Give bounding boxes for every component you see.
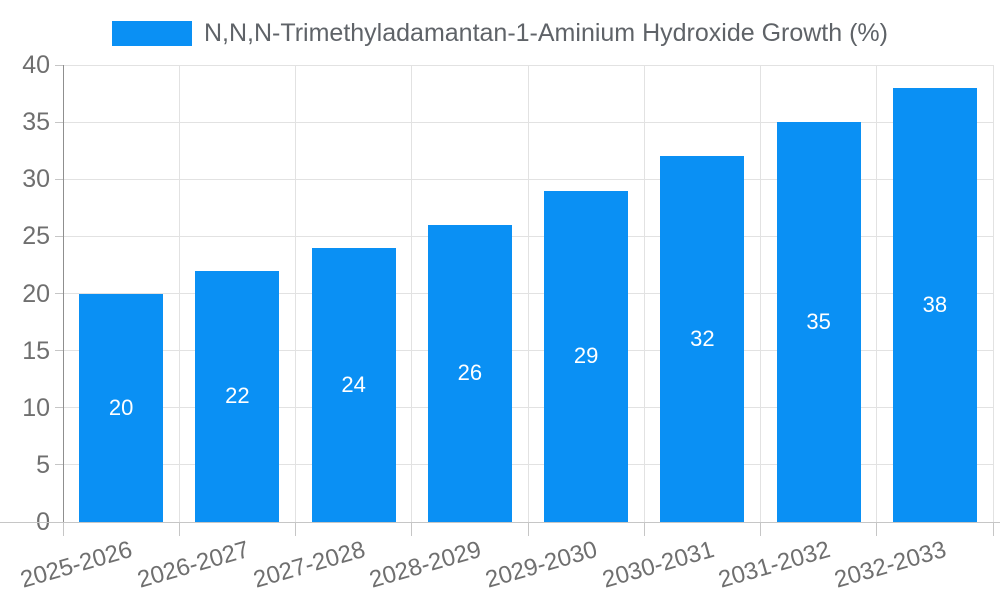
y-axis-tick-label: 10 bbox=[22, 393, 50, 422]
bar[interactable]: 38 bbox=[892, 87, 977, 522]
bar-value-label: 26 bbox=[457, 360, 483, 386]
x-axis-tick-label: 2028-2029 bbox=[366, 536, 485, 594]
x-axis-tick-label: 2029-2030 bbox=[482, 536, 601, 594]
v-gridline bbox=[760, 65, 761, 522]
y-axis-tick bbox=[55, 64, 63, 66]
x-axis-tick-label: 2027-2028 bbox=[250, 536, 369, 594]
bar-value-label: 29 bbox=[573, 343, 599, 369]
bar[interactable]: 20 bbox=[79, 293, 164, 522]
x-axis-tick bbox=[295, 522, 296, 536]
x-axis-tick bbox=[62, 522, 64, 536]
y-axis-tick bbox=[55, 293, 63, 294]
y-axis-tick-label: 15 bbox=[22, 336, 50, 365]
chart-legend: N,N,N-Trimethyladamantan-1-Aminium Hydro… bbox=[0, 14, 1000, 52]
bar-value-label: 20 bbox=[108, 394, 134, 420]
bar-value-label: 32 bbox=[690, 326, 715, 352]
x-axis-tick bbox=[411, 522, 413, 536]
y-axis-tick-label: 20 bbox=[22, 279, 50, 308]
x-axis-tick-label: 2030-2031 bbox=[599, 536, 717, 594]
x-axis-tick-label: 2031-2032 bbox=[715, 536, 834, 594]
y-axis-tick bbox=[55, 464, 63, 466]
bar[interactable]: 26 bbox=[427, 224, 512, 522]
bar[interactable]: 24 bbox=[311, 247, 396, 522]
y-axis-line bbox=[62, 65, 64, 522]
y-axis-tick bbox=[55, 235, 63, 237]
bar[interactable]: 22 bbox=[195, 270, 280, 522]
bar[interactable]: 32 bbox=[660, 156, 745, 522]
legend-swatch-icon bbox=[112, 20, 192, 46]
x-axis-tick bbox=[992, 522, 994, 536]
y-axis-tick bbox=[55, 407, 63, 409]
y-axis-tick bbox=[55, 178, 63, 180]
v-gridline bbox=[295, 65, 296, 522]
y-axis-tick-label: 0 bbox=[36, 508, 50, 536]
bar[interactable]: 35 bbox=[776, 122, 861, 522]
v-gridline bbox=[178, 65, 180, 522]
y-axis-tick-label: 35 bbox=[22, 108, 50, 137]
x-axis-tick bbox=[527, 522, 529, 536]
bar-value-label: 38 bbox=[922, 291, 948, 317]
v-gridline bbox=[643, 65, 645, 522]
bar-value-label: 24 bbox=[341, 371, 366, 397]
y-axis-tick-label: 40 bbox=[22, 51, 50, 79]
x-axis-line bbox=[0, 521, 1000, 523]
x-axis-tick-label: 2025-2026 bbox=[17, 536, 136, 594]
x-axis-tick bbox=[643, 522, 645, 536]
v-gridline bbox=[992, 65, 994, 522]
v-gridline bbox=[527, 65, 529, 522]
x-axis-tick bbox=[876, 522, 878, 536]
x-axis-tick-label: 2026-2027 bbox=[134, 536, 252, 594]
bar-value-label: 22 bbox=[225, 383, 250, 409]
y-axis-tick bbox=[55, 350, 63, 352]
v-gridline bbox=[411, 65, 413, 522]
v-gridline bbox=[876, 65, 878, 522]
y-axis-tick-label: 30 bbox=[22, 165, 50, 194]
x-axis-tick bbox=[178, 522, 180, 536]
chart-title: N,N,N-Trimethyladamantan-1-Aminium Hydro… bbox=[204, 18, 888, 47]
x-axis-tick-label: 2032-2033 bbox=[831, 536, 950, 594]
y-axis-tick-label: 25 bbox=[22, 222, 50, 251]
y-axis-tick bbox=[55, 121, 63, 123]
bar[interactable]: 29 bbox=[544, 190, 629, 522]
x-axis-tick bbox=[760, 522, 761, 536]
y-axis-tick-label: 5 bbox=[36, 450, 50, 479]
bar-value-label: 35 bbox=[806, 309, 831, 335]
